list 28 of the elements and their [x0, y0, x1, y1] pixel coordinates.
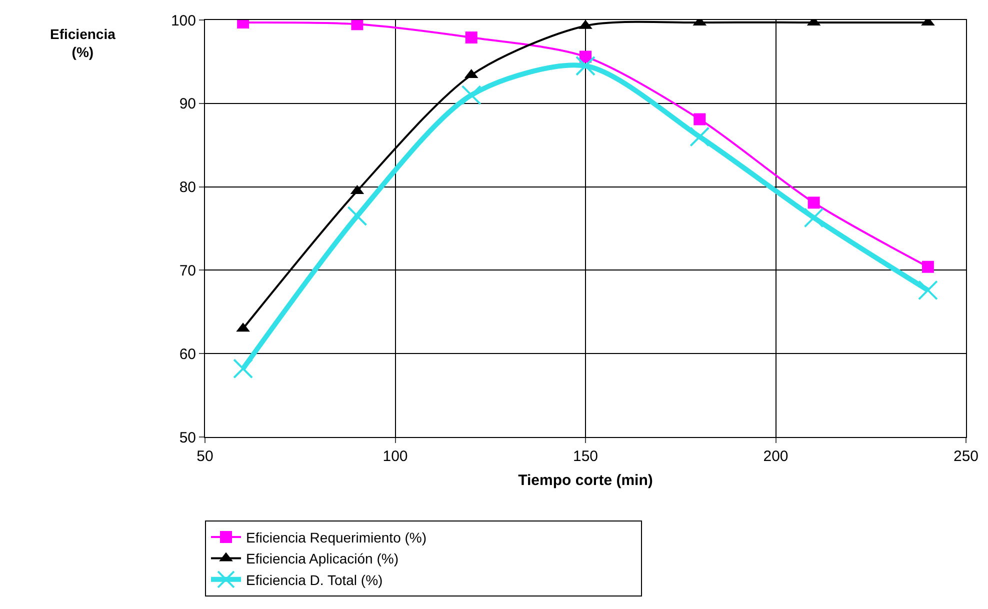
y-tick-label: 100 [170, 12, 196, 30]
legend-label: Eficiencia Aplicación (%) [246, 550, 399, 567]
point [918, 280, 938, 300]
y-axis-title: Eficiencia (%) [50, 26, 116, 60]
point [576, 56, 596, 76]
point [351, 20, 364, 30]
point [694, 113, 706, 126]
point [233, 358, 254, 379]
point [804, 208, 824, 228]
y-tick-label: 90 [179, 96, 196, 113]
x-axis-title: Tiempo corte (min) [518, 472, 653, 489]
legend-label: Eficiencia Requerimiento (%) [246, 529, 427, 546]
point [465, 32, 478, 44]
y-tick-label: 50 [179, 429, 196, 446]
x-tick-label: 150 [572, 448, 598, 465]
x-tick-label: 250 [953, 448, 979, 465]
y-tick-label: 80 [179, 179, 196, 196]
point [922, 260, 934, 273]
x-tick-label: 100 [382, 448, 408, 465]
point [808, 196, 820, 209]
point [461, 85, 482, 106]
y-tick-label: 70 [179, 262, 196, 280]
point [690, 126, 710, 147]
x-tick-label: 50 [196, 448, 214, 465]
point [347, 206, 368, 226]
x-tick-label: 200 [763, 448, 788, 465]
y-tick-label: 60 [179, 346, 196, 363]
legend-label: Eficiencia D. Total (%) [246, 572, 383, 588]
